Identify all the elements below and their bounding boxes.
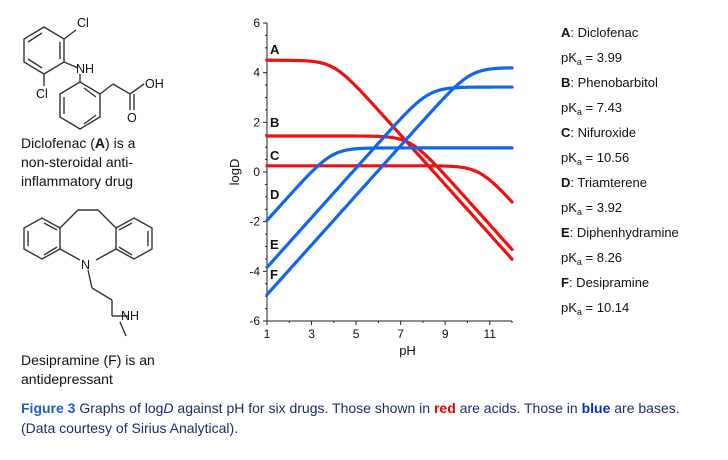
series-D-label: D [270, 187, 279, 202]
x-tick-label: 9 [442, 327, 449, 341]
desipramine-caption-line2: antidepressant [21, 371, 113, 387]
diclofenac-o: O [127, 111, 137, 125]
x-tick-label: 1 [264, 327, 271, 341]
diclofenac-caption-line3: inflammatory drug [21, 173, 133, 189]
caption-text-2: against pH for six drugs. Those shown in [173, 400, 434, 416]
legend-pka-A: pKa = 3.99 [561, 50, 622, 67]
legend-name-B: B: Phenobarbitol [561, 75, 658, 90]
caption-text-3: are acids. Those in [455, 400, 582, 416]
x-tick-label: 11 [483, 327, 496, 341]
diclofenac-caption-line2: non-steroidal anti- [21, 154, 133, 170]
diclofenac-cl-bottom: Cl [36, 87, 48, 101]
series-A-line [265, 58, 514, 261]
series-B-line [265, 134, 514, 252]
legend-name-C: C: Nifuroxide [561, 125, 636, 140]
y-tick-label: -2 [249, 215, 260, 229]
desipramine-nh: NH [121, 309, 139, 323]
caption-text-1: Graphs of log [75, 400, 164, 416]
chart-ticks: 6 4 2 0 -2 -4 -6 1 3 5 7 9 11 [249, 16, 513, 341]
y-tick-label: 6 [253, 16, 260, 30]
legend-pka-D: pKa = 3.92 [561, 200, 622, 217]
series-F-line [265, 66, 514, 297]
figure-label: Figure 3 [21, 400, 76, 416]
y-tick-label: 2 [253, 115, 260, 129]
logd-chart: 6 4 2 0 -2 -4 -6 1 3 5 7 9 11 A B C D EF pH logD [227, 16, 514, 358]
legend-pka-B: pKa = 7.43 [561, 100, 622, 117]
legend-pka-F: pKa = 10.14 [561, 300, 629, 317]
x-tick-label: 7 [397, 327, 404, 341]
diclofenac-structure [23, 26, 145, 130]
y-tick-label: 4 [253, 66, 260, 80]
legend-pka-E: pKa = 8.26 [561, 250, 622, 267]
caption-red-word: red [433, 400, 456, 416]
y-axis-label: logD [227, 159, 242, 186]
y-tick-label: -6 [249, 314, 260, 328]
figure-caption: Figure 3 Graphs of logD against pH for s… [21, 398, 711, 438]
series-D-line [265, 146, 514, 223]
caption-blue-word: blue [581, 400, 611, 416]
legend-name-D: D: Triamterene [561, 175, 647, 190]
series-B-label: B [270, 115, 279, 130]
series-A-label: A [270, 42, 280, 57]
chart-legend: A: Diclofenac pKa = 3.99 B: Phenobarbitol p… [561, 25, 679, 317]
x-tick-label: 3 [308, 327, 315, 341]
series-F-label: F [270, 267, 278, 282]
legend-pka-C: pKa = 10.56 [561, 150, 629, 167]
series-E-label: E [270, 237, 279, 252]
diclofenac-nh: NH [76, 62, 94, 76]
legend-name-E: E: Diphenhydramine [561, 225, 679, 240]
x-tick-label: 5 [353, 327, 360, 341]
y-tick-label: -4 [249, 264, 260, 278]
diclofenac-oh: OH [145, 77, 164, 91]
chart-curve-labels: A B C D EF [270, 42, 280, 282]
legend-name-F: F: Desipramine [561, 275, 649, 290]
diclofenac-cl-top: Cl [77, 16, 89, 30]
series-C-label: C [270, 148, 280, 163]
series-E-line [265, 85, 514, 269]
chart-curves [265, 58, 514, 297]
x-axis-label: pH [399, 343, 416, 358]
desipramine-structure [23, 209, 153, 337]
diclofenac-caption-line1: Diclofenac (A) is a [21, 135, 136, 151]
series-C-line [265, 164, 514, 204]
y-tick-label: 0 [253, 165, 260, 179]
legend-name-A: A: Diclofenac [561, 25, 639, 40]
caption-italic: D [163, 400, 174, 416]
caption-text-4: are bases. (Data courtesy of Sirius Anal… [21, 400, 680, 436]
desipramine-caption-line1: Desipramine (F) is an [21, 352, 155, 368]
desipramine-n: N [81, 258, 90, 272]
